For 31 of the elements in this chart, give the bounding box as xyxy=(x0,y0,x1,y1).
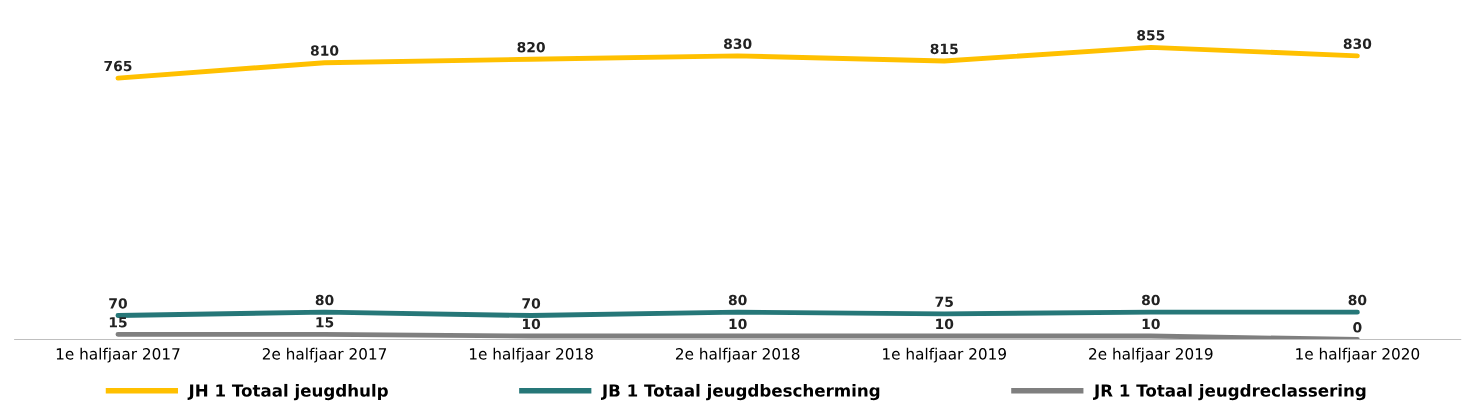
data-label: 830 xyxy=(1343,38,1372,50)
x-tick-label: 1e halfjaar 2018 xyxy=(469,347,593,363)
data-label: 10 xyxy=(1142,318,1160,330)
x-tick-label: 2e halfjaar 2019 xyxy=(1089,347,1213,363)
data-label: 10 xyxy=(523,318,541,330)
data-label: 80 xyxy=(728,294,747,306)
data-label: 815 xyxy=(930,43,958,55)
data-label: 765 xyxy=(104,60,132,72)
legend-label: JB 1 Totaal jeugdbescherming xyxy=(601,383,880,401)
data-label: 80 xyxy=(1348,294,1367,306)
data-label: 10 xyxy=(936,318,954,330)
data-label: 80 xyxy=(1141,294,1160,306)
x-tick-label: 1e halfjaar 2017 xyxy=(56,347,180,363)
data-label: 810 xyxy=(310,45,339,56)
data-label: 855 xyxy=(1137,29,1165,41)
data-label: 75 xyxy=(935,296,953,307)
data-label: 70 xyxy=(522,298,541,309)
x-tick-label: 1e halfjaar 2019 xyxy=(883,347,1006,363)
legend-label: JR 1 Totaal jeugdreclassering xyxy=(1093,383,1366,401)
data-label: 80 xyxy=(315,294,334,306)
data-label: 0 xyxy=(1353,322,1362,333)
legend-label: JH 1 Totaal jeugdhulp xyxy=(187,383,388,401)
data-label: 830 xyxy=(724,38,752,50)
x-tick-label: 1e halfjaar 2020 xyxy=(1296,347,1420,363)
data-label: 15 xyxy=(109,317,127,328)
data-label: 10 xyxy=(729,318,747,330)
data-label: 820 xyxy=(517,41,545,53)
x-tick-label: 2e halfjaar 2017 xyxy=(262,347,387,363)
data-label: 15 xyxy=(316,317,334,328)
data-label: 70 xyxy=(109,298,127,309)
x-tick-label: 2e halfjaar 2018 xyxy=(675,347,800,363)
